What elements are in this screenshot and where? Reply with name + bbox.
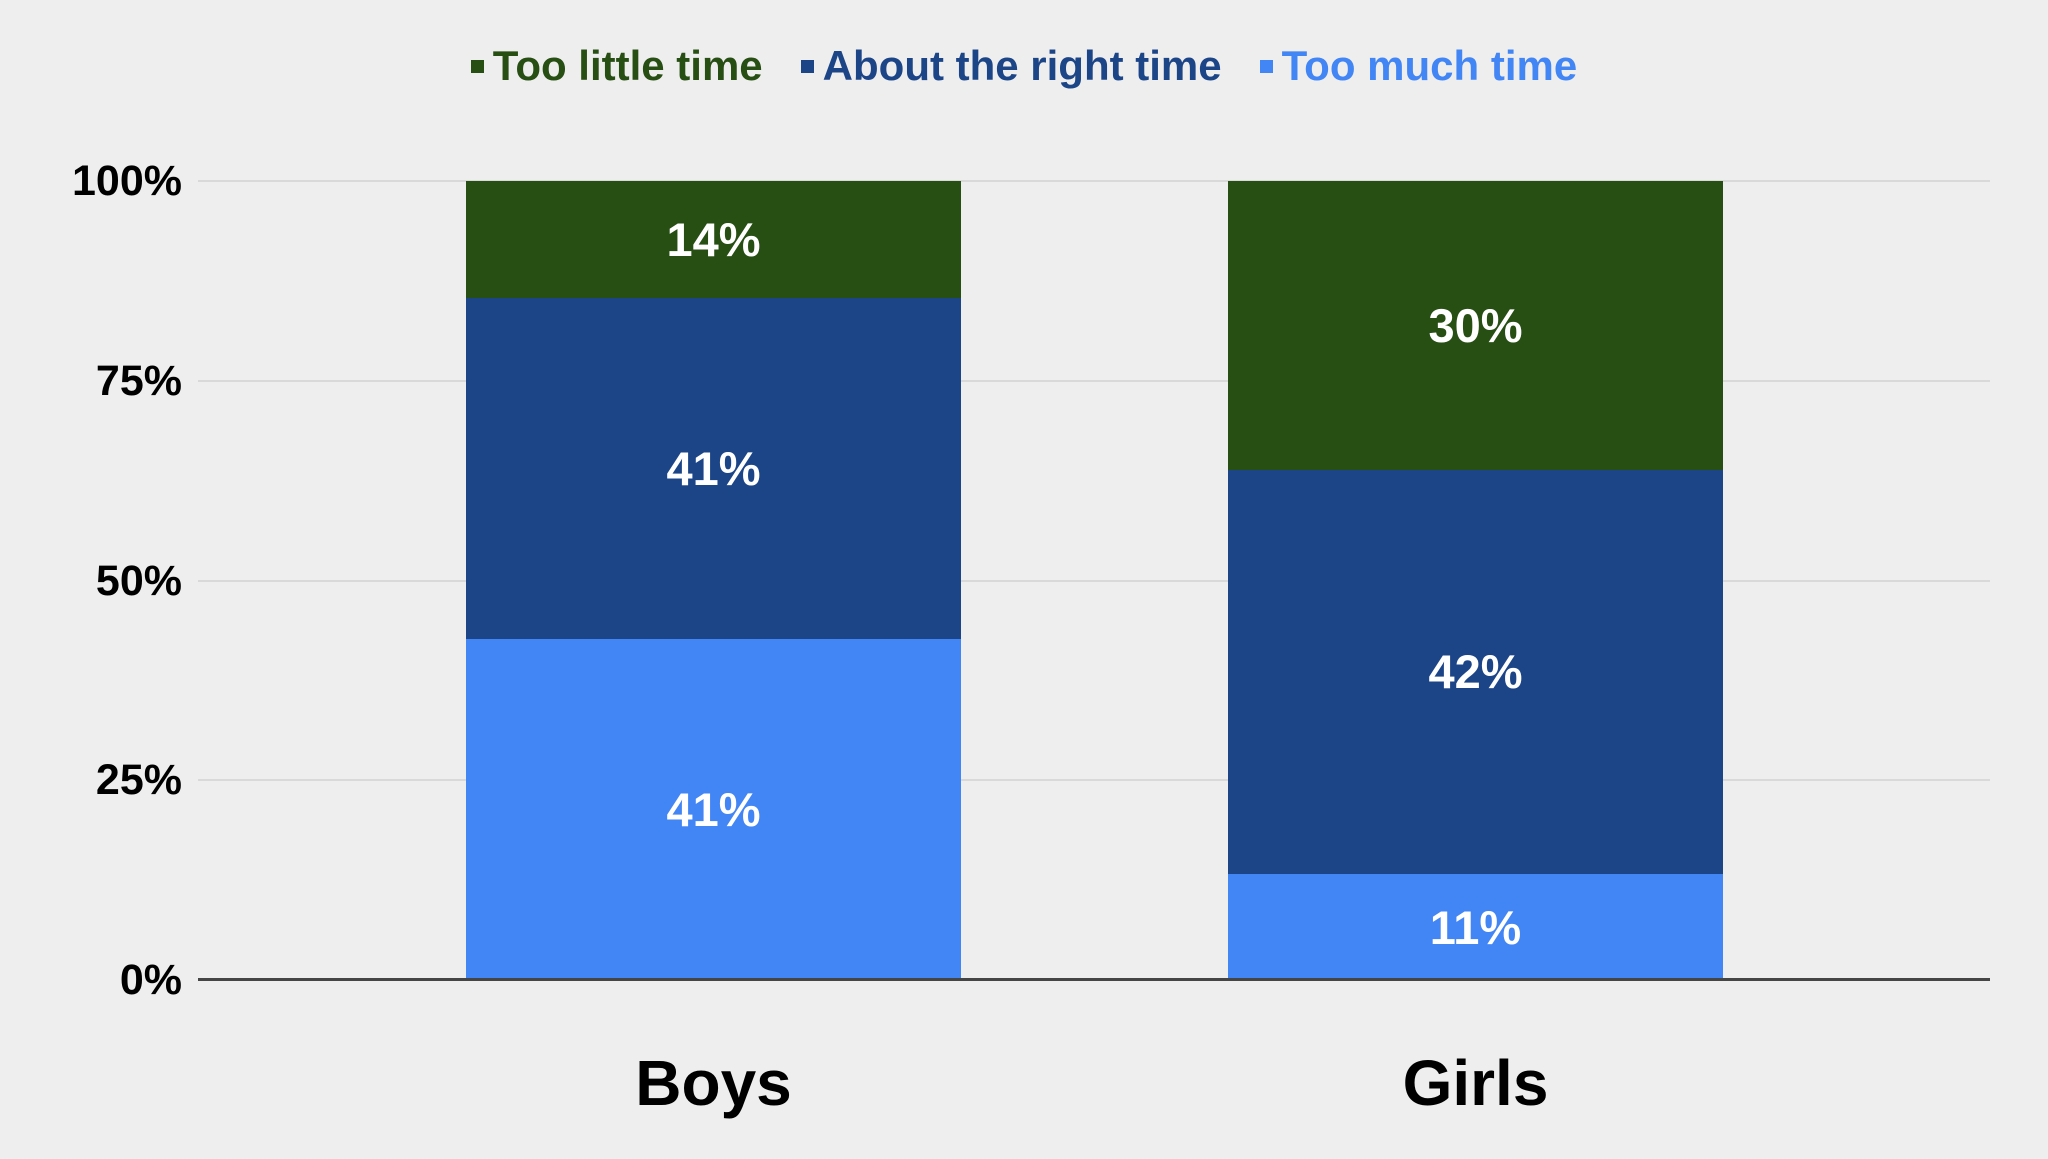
data-label: 30% xyxy=(1428,298,1523,352)
segment-too-little-time-boys: 14% xyxy=(466,181,961,298)
gridline xyxy=(198,579,1990,582)
data-label: 11% xyxy=(1429,900,1522,954)
segment-too-much-time-girls: 11% xyxy=(1228,874,1723,980)
legend-label: Too much time xyxy=(1281,42,1578,89)
segment-about-the-right-time-girls: 42% xyxy=(1228,469,1723,875)
legend: Too little time About the right time Too m… xyxy=(0,42,2048,90)
legend-item-too-much-time: Too much time xyxy=(1259,42,1578,90)
y-tick-label: 50% xyxy=(95,556,182,605)
y-tick-label: 0% xyxy=(119,956,182,1004)
bar-boys: 14% 41% 41% xyxy=(466,181,961,980)
gridline xyxy=(198,379,1990,382)
y-tick-label: 25% xyxy=(95,756,182,805)
data-label: 41% xyxy=(666,782,761,836)
gridline xyxy=(198,180,1990,182)
legend-swatch-icon xyxy=(800,59,814,73)
legend-swatch-icon xyxy=(1259,59,1273,73)
category-label-girls: Girls xyxy=(1402,1047,1549,1119)
data-label: 14% xyxy=(666,212,761,266)
category-label-boys: Boys xyxy=(635,1047,792,1119)
legend-item-too-little-time: Too little time xyxy=(470,42,763,90)
y-tick-label: 75% xyxy=(95,356,182,405)
legend-swatch-icon xyxy=(470,59,484,73)
legend-item-about-the-right-time: About the right time xyxy=(800,42,1222,90)
legend-label: About the right time xyxy=(822,42,1222,89)
segment-about-the-right-time-boys: 41% xyxy=(466,297,961,639)
data-label: 42% xyxy=(1428,645,1523,699)
segment-too-much-time-boys: 41% xyxy=(466,638,961,980)
x-axis-line xyxy=(198,978,1990,981)
gridline xyxy=(198,779,1990,782)
segment-too-little-time-girls: 30% xyxy=(1228,181,1723,470)
data-label: 41% xyxy=(666,441,761,495)
legend-label: Too little time xyxy=(492,42,763,89)
y-tick-label: 100% xyxy=(72,157,182,205)
y-axis: 0% 25% 50% 75% 100% xyxy=(0,157,182,1004)
plot-area: 14% 41% 41% 30% 42% 11% xyxy=(198,180,1990,981)
bar-girls: 30% 42% 11% xyxy=(1228,181,1723,980)
